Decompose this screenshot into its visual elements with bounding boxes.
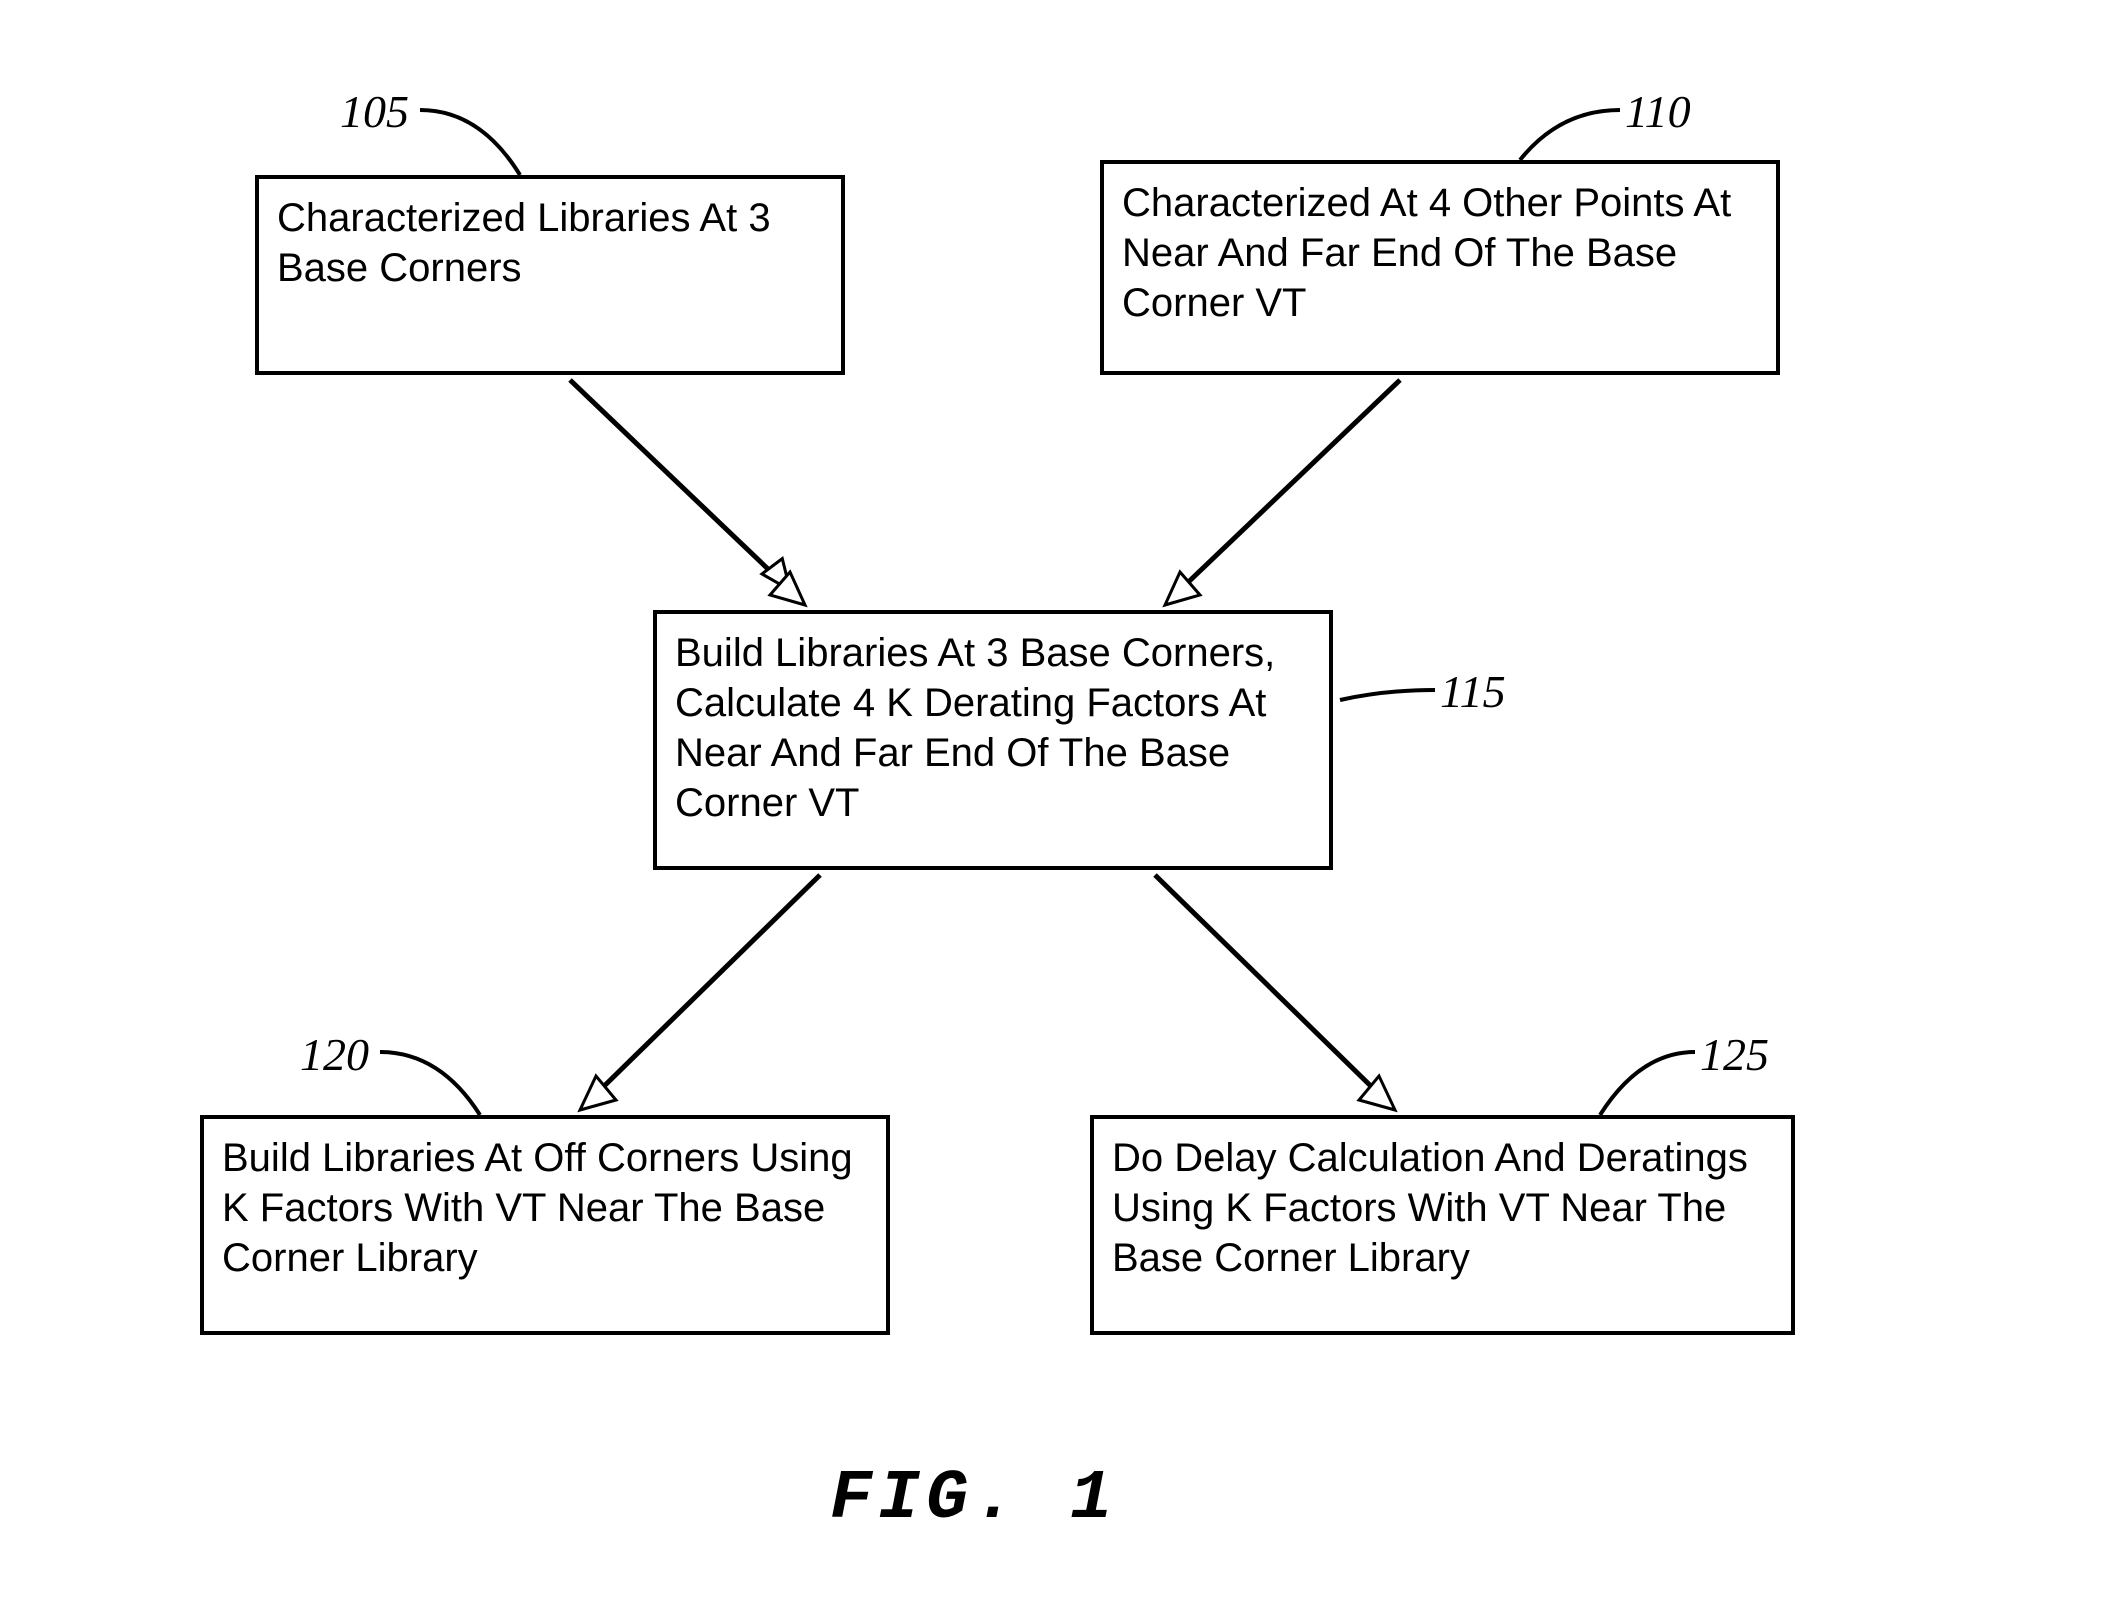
ref-110: 110 (1625, 85, 1691, 138)
node-125: Do Delay Calculation And Deratings Using… (1090, 1115, 1795, 1335)
ref-125: 125 (1700, 1028, 1769, 1081)
arrowhead-105-115b (770, 572, 805, 605)
node-105-text: Characterized Libraries At 3 Base Corner… (277, 196, 771, 290)
leader-125 (1600, 1052, 1695, 1115)
leader-120 (380, 1052, 480, 1115)
diagram-canvas: Characterized Libraries At 3 Base Corner… (0, 0, 2117, 1609)
figure-label: FIG. 1 (830, 1460, 1118, 1539)
node-110: Characterized At 4 Other Points At Near … (1100, 160, 1780, 375)
node-120: Build Libraries At Off Corners Using K F… (200, 1115, 890, 1335)
leader-110 (1520, 110, 1620, 160)
node-115: Build Libraries At 3 Base Corners, Calcu… (653, 610, 1333, 870)
arrowhead-110-115 (1165, 572, 1200, 605)
node-120-text: Build Libraries At Off Corners Using K F… (222, 1136, 853, 1280)
ref-120: 120 (300, 1028, 369, 1081)
ref-115: 115 (1440, 665, 1506, 718)
node-110-text: Characterized At 4 Other Points At Near … (1122, 181, 1731, 325)
leader-105 (420, 110, 520, 175)
ref-105: 105 (340, 85, 409, 138)
leader-115 (1340, 690, 1435, 700)
edge-115-125 (1155, 875, 1380, 1095)
arrowhead-115-120 (580, 1076, 616, 1110)
edge-115-120 (595, 875, 820, 1095)
arrowhead-105-115 (760, 556, 794, 590)
edge-110-115 (1180, 380, 1400, 590)
node-115-text: Build Libraries At 3 Base Corners, Calcu… (675, 631, 1275, 825)
arrowhead-115-125 (1359, 1076, 1395, 1110)
edge-105-115 (570, 380, 790, 590)
node-105: Characterized Libraries At 3 Base Corner… (255, 175, 845, 375)
node-125-text: Do Delay Calculation And Deratings Using… (1112, 1136, 1748, 1280)
